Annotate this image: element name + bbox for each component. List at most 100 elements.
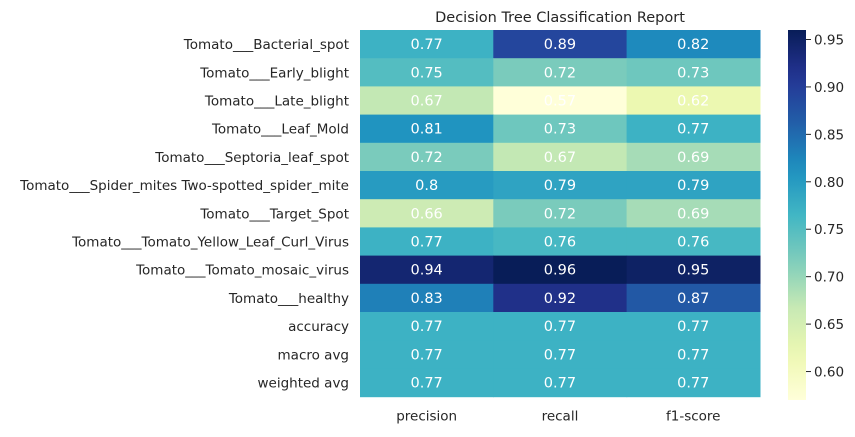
heatmap-cell (360, 58, 494, 87)
heatmap-cell (360, 255, 494, 285)
heatmap-cell (626, 142, 761, 172)
row-tick-label: Tomato___Late_blight (204, 94, 349, 110)
heatmap-cell (493, 199, 628, 228)
heatmap-cell (626, 283, 761, 313)
heatmap-cell (626, 171, 761, 200)
row-tick-label: accuracy (288, 319, 349, 335)
row-tick-label: Tomato___Septoria_leaf_spot (154, 150, 349, 166)
cell-value-label: 0.8 (415, 178, 438, 194)
cell-value-label: 0.77 (411, 319, 443, 335)
row-tick-label: Tomato___Bacterial_spot (183, 37, 349, 53)
row-tick-label: Tomato___Leaf_Mold (211, 122, 349, 138)
heatmap-cell (493, 368, 628, 398)
heatmap-cell (360, 340, 494, 369)
heatmap-cell (360, 30, 494, 59)
colorbar (788, 30, 806, 400)
cell-value-label: 0.73 (677, 65, 709, 81)
heatmap-cell (626, 227, 761, 257)
colorbar-tick-label: 0.90 (814, 80, 844, 96)
cell-value-label: 0.76 (544, 235, 576, 251)
heatmap-cell (626, 86, 761, 116)
cell-value-label: 0.62 (677, 94, 709, 110)
cell-value-label: 0.89 (544, 37, 576, 53)
cell-value-label: 0.82 (677, 37, 709, 53)
heatmap-cell (626, 340, 761, 369)
heatmap-cell (493, 312, 628, 341)
cell-value-label: 0.77 (677, 122, 709, 138)
row-tick-label: Tomato___Tomato_mosaic_virus (135, 263, 349, 279)
heatmap-cell (493, 171, 628, 200)
heatmap-cell (626, 114, 761, 144)
column-tick-labels: precision recall f1-score (396, 409, 720, 425)
cell-value-label: 0.67 (544, 150, 576, 166)
colorbar-tick-label: 0.95 (814, 32, 844, 48)
heatmap-cell (493, 142, 628, 172)
cell-value-label: 0.73 (544, 122, 576, 138)
column-tick-label: recall (542, 409, 579, 425)
cell-value-label: 0.72 (544, 206, 576, 222)
column-tick-label: precision (396, 409, 457, 425)
chart-title: Decision Tree Classification Report (435, 10, 685, 26)
row-tick-label: macro avg (278, 347, 349, 363)
heatmap-cell (493, 86, 628, 116)
heatmap-cell (360, 86, 494, 116)
row-tick-label: Tomato___Target_Spot (199, 206, 349, 222)
heatmap-cell (493, 340, 628, 369)
colorbar-tick-label: 0.70 (814, 270, 844, 286)
colorbar-tick-label: 0.60 (814, 365, 844, 381)
heatmap-cell (626, 255, 761, 285)
colorbar-tick-label: 0.85 (814, 127, 844, 143)
heatmap-cell (493, 58, 628, 87)
heatmap-cell (626, 312, 761, 341)
heatmap-cell (360, 312, 494, 341)
heatmap-cell (626, 58, 761, 87)
heatmap-cell (626, 368, 761, 398)
heatmap-cell (626, 199, 761, 228)
cell-value-label: 0.96 (544, 263, 576, 279)
colorbar-ticks: 0.60 0.65 0.70 0.75 0.80 0.85 0.90 0.95 (806, 32, 844, 381)
row-tick-label: Tomato___Tomato_Yellow_Leaf_Curl_Virus (71, 235, 349, 251)
row-tick-label: weighted avg (257, 376, 349, 392)
heatmap-cell (493, 114, 628, 144)
heatmap-cell (360, 171, 494, 200)
cell-value-label: 0.83 (411, 291, 443, 307)
colorbar-tick-label: 0.75 (814, 222, 844, 238)
cell-value-label: 0.95 (677, 263, 709, 279)
heatmap-cell (360, 142, 494, 172)
cell-value-label: 0.69 (677, 150, 709, 166)
cell-value-label: 0.77 (544, 347, 576, 363)
heatmap-cell (360, 283, 494, 313)
cell-value-label: 0.57 (544, 94, 576, 110)
heatmap-cell (626, 30, 761, 59)
cell-value-label: 0.81 (411, 122, 443, 138)
heatmap-cell (360, 227, 494, 257)
cell-value-label: 0.94 (411, 263, 443, 279)
heatmap-cell (360, 368, 494, 398)
cell-value-label: 0.77 (677, 376, 709, 392)
cell-value-label: 0.77 (544, 319, 576, 335)
cell-value-label: 0.79 (544, 178, 576, 194)
heatmap-value-labels: 0.77 0.89 0.82 0.75 0.72 0.73 0.67 0.57 0.62 0.81… (411, 37, 710, 391)
heatmap-cell (493, 30, 628, 59)
cell-value-label: 0.77 (411, 235, 443, 251)
cell-value-label: 0.77 (677, 319, 709, 335)
row-tick-label: Tomato___Early_blight (199, 65, 349, 81)
cell-value-label: 0.77 (544, 376, 576, 392)
heatmap-cells (360, 30, 761, 398)
cell-value-label: 0.77 (411, 37, 443, 53)
row-tick-label: Tomato___healthy (228, 291, 349, 307)
heatmap-cell (493, 227, 628, 257)
cell-value-label: 0.77 (677, 347, 709, 363)
cell-value-label: 0.77 (411, 347, 443, 363)
heatmap-cell (493, 283, 628, 313)
colorbar-tick-label: 0.65 (814, 317, 844, 333)
cell-value-label: 0.79 (677, 178, 709, 194)
cell-value-label: 0.72 (544, 65, 576, 81)
heatmap-cell (360, 114, 494, 144)
cell-value-label: 0.67 (411, 94, 443, 110)
cell-value-label: 0.77 (411, 376, 443, 392)
cell-value-label: 0.72 (411, 150, 443, 166)
cell-value-label: 0.92 (544, 291, 576, 307)
column-tick-label: f1-score (666, 409, 721, 425)
